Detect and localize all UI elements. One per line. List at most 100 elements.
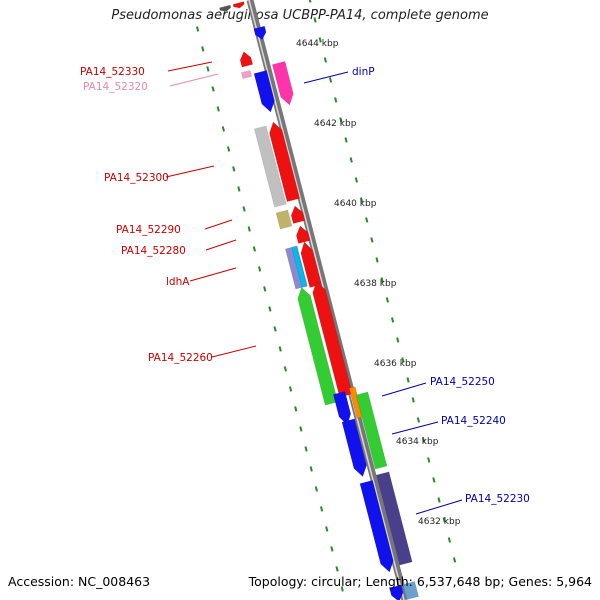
tick-mark-left	[211, 86, 215, 92]
tick-mark-right	[354, 177, 358, 183]
leader-line-left	[165, 165, 215, 178]
tick-mark-right	[385, 297, 389, 303]
tick-mark-right	[370, 237, 374, 243]
tick-mark-right	[401, 357, 405, 363]
tick-mark-left	[319, 506, 324, 512]
gene-block-pa14-52300	[254, 125, 287, 208]
gene-block-navy	[375, 471, 413, 566]
tick-mark-left	[278, 346, 282, 352]
tick-mark-left	[330, 546, 334, 552]
gene-label-left: ldhA	[166, 276, 190, 288]
leader-line-right	[415, 499, 463, 515]
map-title: Pseudomonas aeruginosa UCBPP-PA14, compl…	[111, 8, 489, 23]
scale-label: 4642 kbp	[314, 119, 357, 129]
gene-block-pa14-52320	[241, 70, 253, 79]
gene-arrow-pa14-52260	[297, 286, 339, 406]
leader-line-left	[169, 73, 219, 87]
genome-summary-text: Topology: circular; Length: 6,537,648 bp…	[248, 574, 592, 589]
gene-arrow-red-upper	[269, 121, 301, 202]
gene-label-left: PA14_52300	[104, 172, 169, 184]
gene-label-right: PA14_52250	[430, 376, 495, 388]
tick-mark-right	[390, 317, 395, 323]
tick-mark-right	[339, 117, 343, 123]
tick-mark-right	[308, 0, 312, 3]
gene-label-left: PA14_52290	[116, 224, 181, 236]
tick-mark-left	[263, 286, 267, 292]
leader-line-left	[205, 239, 237, 251]
leader-line-left	[204, 219, 233, 230]
tick-mark-right	[447, 537, 451, 543]
gene-label-right: dinP	[352, 66, 375, 78]
tick-mark-left	[314, 486, 318, 492]
gene-arrow-pa14-52250	[332, 391, 352, 426]
tick-mark-right	[323, 57, 327, 63]
gene-block-bottom-blue	[389, 584, 404, 600]
tick-mark-left	[221, 126, 225, 132]
gene-block-top-left	[219, 4, 232, 12]
scale-label: 4644 kbp	[296, 39, 339, 49]
tick-mark-left	[252, 246, 256, 252]
tick-mark-left	[335, 566, 339, 572]
gene-arrow-pa14-52330	[239, 51, 254, 68]
tick-mark-left	[232, 166, 236, 172]
gene-label-right: PA14_52240	[441, 415, 506, 427]
tick-mark-right	[406, 377, 410, 383]
tick-mark-left	[247, 226, 251, 232]
leader-line-left	[189, 267, 237, 282]
gene-label-left: PA14_52260	[148, 352, 213, 364]
tick-mark-left	[294, 406, 298, 412]
tick-mark-left	[283, 366, 287, 372]
gene-label-right: PA14_52230	[465, 493, 530, 505]
tick-mark-right	[365, 217, 369, 223]
leader-line-right	[303, 71, 349, 84]
tick-mark-left	[340, 586, 344, 592]
tick-mark-left	[201, 46, 205, 52]
leader-line-right	[381, 382, 427, 397]
gene-arrow-top-blue	[253, 25, 267, 40]
gene-label-left: PA14_52330	[80, 66, 145, 78]
gene-arrow-pa14-52230	[359, 480, 394, 573]
tick-mark-right	[349, 157, 353, 163]
tick-mark-left	[304, 446, 308, 452]
gene-arrow-red-lower	[312, 280, 353, 398]
tick-mark-right	[437, 497, 441, 503]
tick-mark-right	[375, 257, 379, 263]
tick-mark-right	[328, 77, 333, 83]
tick-mark-left	[268, 306, 272, 312]
gene-block-top-red	[232, 1, 245, 9]
scale-label: 4634 kbp	[396, 437, 439, 447]
gene-arrow-pa14-52290	[290, 205, 306, 224]
tick-mark-right	[396, 337, 400, 343]
gene-arrow-blue-mid	[341, 418, 367, 478]
gene-block-pa14-52240	[355, 391, 388, 470]
tick-mark-left	[257, 266, 262, 272]
tick-mark-left	[299, 426, 303, 432]
tick-mark-left	[226, 146, 231, 152]
gene-block-bottom-lightblue	[402, 581, 419, 600]
tick-mark-right	[380, 277, 384, 283]
gene-block-pa14-52290	[275, 209, 293, 230]
tick-mark-right	[359, 197, 364, 203]
gene-label-left: PA14_52320	[83, 81, 148, 93]
tick-mark-left	[325, 526, 329, 532]
tick-mark-left	[237, 186, 241, 192]
tick-mark-right	[442, 517, 446, 523]
leader-line-left	[167, 61, 213, 72]
tick-mark-left	[206, 66, 210, 72]
scale-label: 4632 kbp	[418, 517, 461, 527]
tick-mark-right	[334, 97, 338, 103]
tick-mark-right	[416, 417, 420, 423]
tick-mark-left	[216, 106, 220, 112]
leader-line-right	[391, 421, 439, 435]
tick-mark-left	[195, 26, 200, 32]
tick-mark-right	[411, 397, 415, 403]
gene-stripe-cyan	[291, 245, 308, 288]
tick-mark-right	[344, 137, 348, 143]
tick-mark-left	[242, 206, 246, 212]
accession-text: Accession: NC_008463	[8, 574, 151, 589]
tick-mark-right	[313, 17, 317, 23]
tick-mark-left	[288, 386, 293, 392]
leader-line-left	[211, 345, 257, 358]
tick-mark-right	[318, 37, 322, 43]
